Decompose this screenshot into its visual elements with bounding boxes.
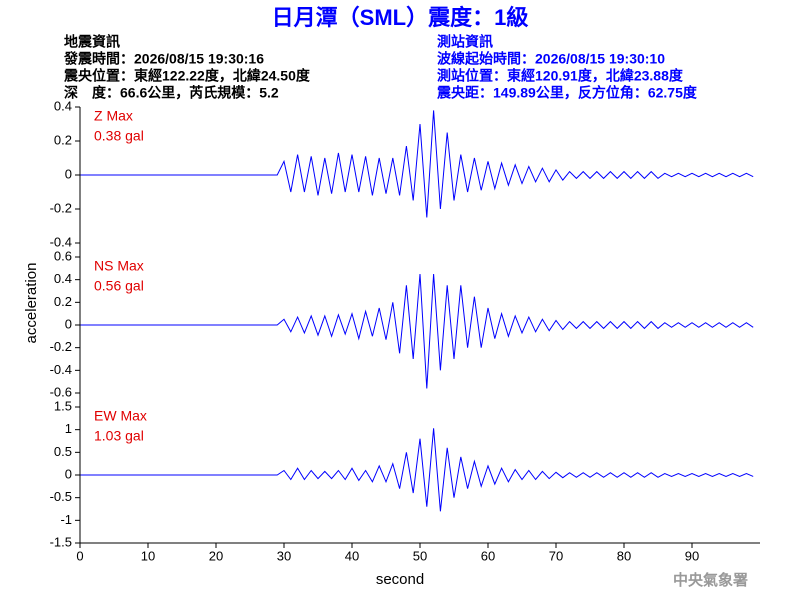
x-tick-label: 50	[413, 548, 427, 563]
x-tick-label: 70	[549, 548, 563, 563]
trace-peak: 1.03 gal	[94, 428, 144, 444]
info-right: 測站位置：東經120.91度，北緯23.88度	[437, 68, 684, 84]
y-tick-label: 0.2	[54, 294, 72, 309]
x-tick-label: 60	[481, 548, 495, 563]
info-right: 震央距：149.89公里，反方位角：62.75度	[436, 85, 698, 101]
waveform	[80, 273, 754, 389]
x-tick-label: 80	[617, 548, 631, 563]
footer: 中央氣象署	[673, 571, 748, 589]
y-tick-label: 0	[65, 166, 72, 181]
x-tick-label: 90	[685, 548, 699, 563]
trace-name: NS Max	[94, 258, 144, 274]
info-right: 測站資訊	[437, 34, 493, 50]
x-tick-label: 0	[76, 548, 83, 563]
y-tick-label: 0	[65, 466, 72, 481]
info-right: 波線起始時間：2026/08/15 19:30:10	[437, 51, 665, 67]
y-tick-label: 0.2	[54, 132, 72, 147]
y-tick-label: -0.4	[50, 362, 72, 377]
y-tick-label: 0.4	[54, 98, 72, 113]
y-tick-label: -0.4	[50, 234, 72, 249]
y-tick-label: 1	[65, 421, 72, 436]
y-tick-label: -0.2	[50, 200, 72, 215]
info-left: 發震時間：2026/08/15 19:30:16	[63, 51, 264, 67]
x-tick-label: 30	[277, 548, 291, 563]
trace-peak: 0.38 gal	[94, 128, 144, 144]
y-tick-label: -0.2	[50, 339, 72, 354]
waveform	[80, 428, 754, 512]
x-tick-label: 10	[141, 548, 155, 563]
info-left: 地震資訊	[64, 34, 120, 50]
y-axis-label: acceleration	[23, 263, 40, 344]
y-tick-label: -1.5	[50, 534, 72, 549]
waveform	[80, 110, 754, 218]
info-left: 震央位置：東經122.22度，北緯24.50度	[63, 68, 311, 84]
y-tick-label: -0.6	[50, 384, 72, 399]
chart-title: 日月潭（SML）震度：1級	[272, 5, 529, 30]
y-tick-label: 0.6	[54, 248, 72, 263]
x-tick-label: 40	[345, 548, 359, 563]
y-tick-label: 0.5	[54, 444, 72, 459]
y-tick-label: 1.5	[54, 398, 72, 413]
y-tick-label: -1	[60, 512, 72, 527]
y-tick-label: -0.5	[50, 489, 72, 504]
x-tick-label: 20	[209, 548, 223, 563]
x-axis-label: second	[376, 571, 424, 588]
info-left: 深 度：66.6公里，芮氏規模：5.2	[64, 85, 279, 101]
trace-peak: 0.56 gal	[94, 278, 144, 294]
y-tick-label: 0.4	[54, 271, 72, 286]
trace-name: Z Max	[94, 108, 133, 124]
trace-name: EW Max	[94, 408, 147, 424]
y-tick-label: 0	[65, 316, 72, 331]
